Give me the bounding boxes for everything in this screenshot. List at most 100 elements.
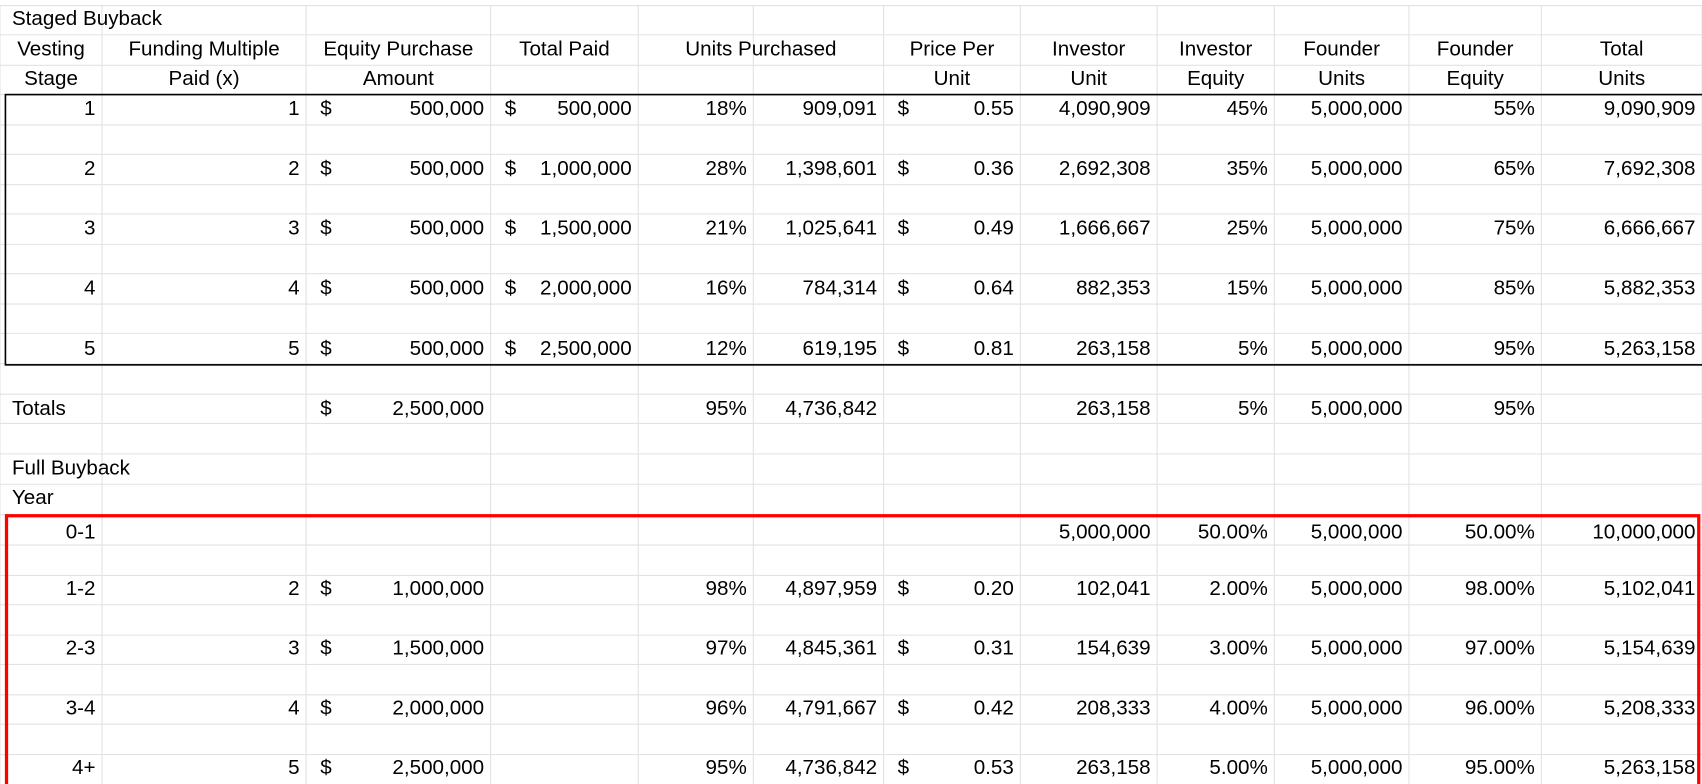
cell-stage: 2-3 [66, 637, 96, 660]
cell-amount: 500,000 [410, 157, 485, 180]
cell-investor-equity: 3.00% [1209, 637, 1267, 660]
cell-stage: 0-1 [66, 521, 96, 544]
cell-total-symbol: $ [505, 157, 517, 180]
cell-amount: 2,500,000 [392, 397, 484, 420]
cell-investor-equity: 35% [1227, 157, 1268, 180]
cell-total-symbol: $ [505, 97, 517, 120]
cell-label: Totals [12, 397, 66, 420]
cell-total: 500,000 [557, 97, 632, 120]
cell-total-symbol: $ [505, 337, 517, 360]
header-top: Investor [1052, 38, 1125, 61]
cell-pct: 12% [706, 337, 747, 360]
section-title: Staged Buyback [12, 7, 163, 30]
cell-units: 1,025,641 [785, 217, 877, 240]
header-top: Vesting [17, 38, 85, 61]
cell-total-units: 7,692,308 [1604, 157, 1696, 180]
cell-price: 0.36 [974, 157, 1014, 180]
cell-investor-equity: 50.00% [1198, 521, 1268, 544]
cell-pct: 96% [706, 696, 747, 719]
cell-total-units: 5,208,333 [1604, 696, 1696, 719]
cell-price: 0.55 [974, 97, 1014, 120]
cell-units: 4,791,667 [785, 696, 877, 719]
cell-amount-symbol: $ [320, 696, 332, 719]
cell-price-symbol: $ [898, 756, 910, 779]
cell-total-units: 5,102,041 [1604, 577, 1696, 600]
cell-founder-equity: 50.00% [1465, 521, 1535, 544]
cell-investor-units: 263,158 [1076, 397, 1151, 420]
cell-multiple: 3 [288, 637, 299, 660]
cell-pct: 98% [706, 577, 747, 600]
header-bottom: Equity [1187, 67, 1245, 90]
header-top: Founder [1437, 38, 1514, 61]
cell-investor-units: 102,041 [1076, 577, 1151, 600]
cell-total-units: 5,263,158 [1604, 337, 1696, 360]
cell-units: 619,195 [803, 337, 878, 360]
cell-multiple: 2 [288, 157, 299, 180]
cell-units: 4,736,842 [785, 397, 877, 420]
header-bottom: Stage [24, 67, 78, 90]
header-top: Founder [1303, 38, 1380, 61]
cell-investor-equity: 5% [1238, 337, 1268, 360]
cell-pct: 21% [706, 217, 747, 240]
cell-total: 2,000,000 [540, 276, 632, 299]
cell-amount-symbol: $ [320, 397, 332, 420]
cell-pct: 16% [706, 276, 747, 299]
cell-total-symbol: $ [505, 217, 517, 240]
cell-amount: 500,000 [410, 337, 485, 360]
cell-investor-equity: 15% [1227, 276, 1268, 299]
header-bottom: Units [1598, 67, 1645, 90]
cell-multiple: 4 [288, 276, 299, 299]
cell-total-units: 6,666,667 [1604, 217, 1696, 240]
cell-founder-equity: 65% [1494, 157, 1535, 180]
cell-investor-units: 882,353 [1076, 276, 1151, 299]
cell-founder-equity: 97.00% [1465, 637, 1535, 660]
header-bottom: Units [1318, 67, 1365, 90]
header-top: Total Paid [519, 38, 610, 61]
cell-founder-equity: 95% [1494, 337, 1535, 360]
cell-price-symbol: $ [898, 696, 910, 719]
cells: Staged Buyback Vesting Stage Funding Multip… [12, 7, 1696, 779]
cell-founder-units: 5,000,000 [1311, 276, 1403, 299]
cell-founder-equity: 95% [1494, 397, 1535, 420]
header-top: Units Purchased [685, 38, 836, 61]
cell-stage: 1-2 [66, 577, 96, 600]
cell-total: 2,500,000 [540, 337, 632, 360]
cell-total-units: 10,000,000 [1592, 521, 1695, 544]
cell-amount-symbol: $ [320, 337, 332, 360]
cell-investor-equity: 4.00% [1209, 696, 1267, 719]
cell-price-symbol: $ [898, 276, 910, 299]
cell-multiple: 1 [288, 97, 299, 120]
cell-founder-equity: 85% [1494, 276, 1535, 299]
cell-price-symbol: $ [898, 217, 910, 240]
section-title: Full Buyback [12, 457, 131, 480]
cell-investor-equity: 45% [1227, 97, 1268, 120]
cell-founder-equity: 75% [1494, 217, 1535, 240]
cell-price: 0.53 [974, 756, 1014, 779]
cell-price-symbol: $ [898, 157, 910, 180]
cell-amount: 500,000 [410, 97, 485, 120]
cell-investor-units: 263,158 [1076, 756, 1151, 779]
header-top: Funding Multiple [128, 38, 279, 61]
cell-units: 4,845,361 [785, 637, 877, 660]
cell-amount-symbol: $ [320, 217, 332, 240]
cell-founder-units: 5,000,000 [1311, 217, 1403, 240]
cell-units: 784,314 [803, 276, 878, 299]
staged-border [4, 93, 1702, 366]
cell-investor-equity: 25% [1227, 217, 1268, 240]
cell-stage: 3 [84, 217, 95, 240]
cell-founder-units: 5,000,000 [1311, 577, 1403, 600]
cell-amount-symbol: $ [320, 157, 332, 180]
cell-founder-units: 5,000,000 [1311, 397, 1403, 420]
cell-total: 1,500,000 [540, 217, 632, 240]
cell-stage: 4+ [72, 756, 95, 779]
cell-price-symbol: $ [898, 637, 910, 660]
cell-price: 0.20 [974, 577, 1014, 600]
cell-amount: 1,500,000 [392, 637, 484, 660]
cell-investor-equity: 5.00% [1209, 756, 1267, 779]
header-bottom: Amount [363, 67, 434, 90]
header-bottom: Equity [1446, 67, 1504, 90]
cell-price-symbol: $ [898, 97, 910, 120]
cell-total-units: 5,154,639 [1604, 637, 1696, 660]
cell-units: 909,091 [803, 97, 878, 120]
